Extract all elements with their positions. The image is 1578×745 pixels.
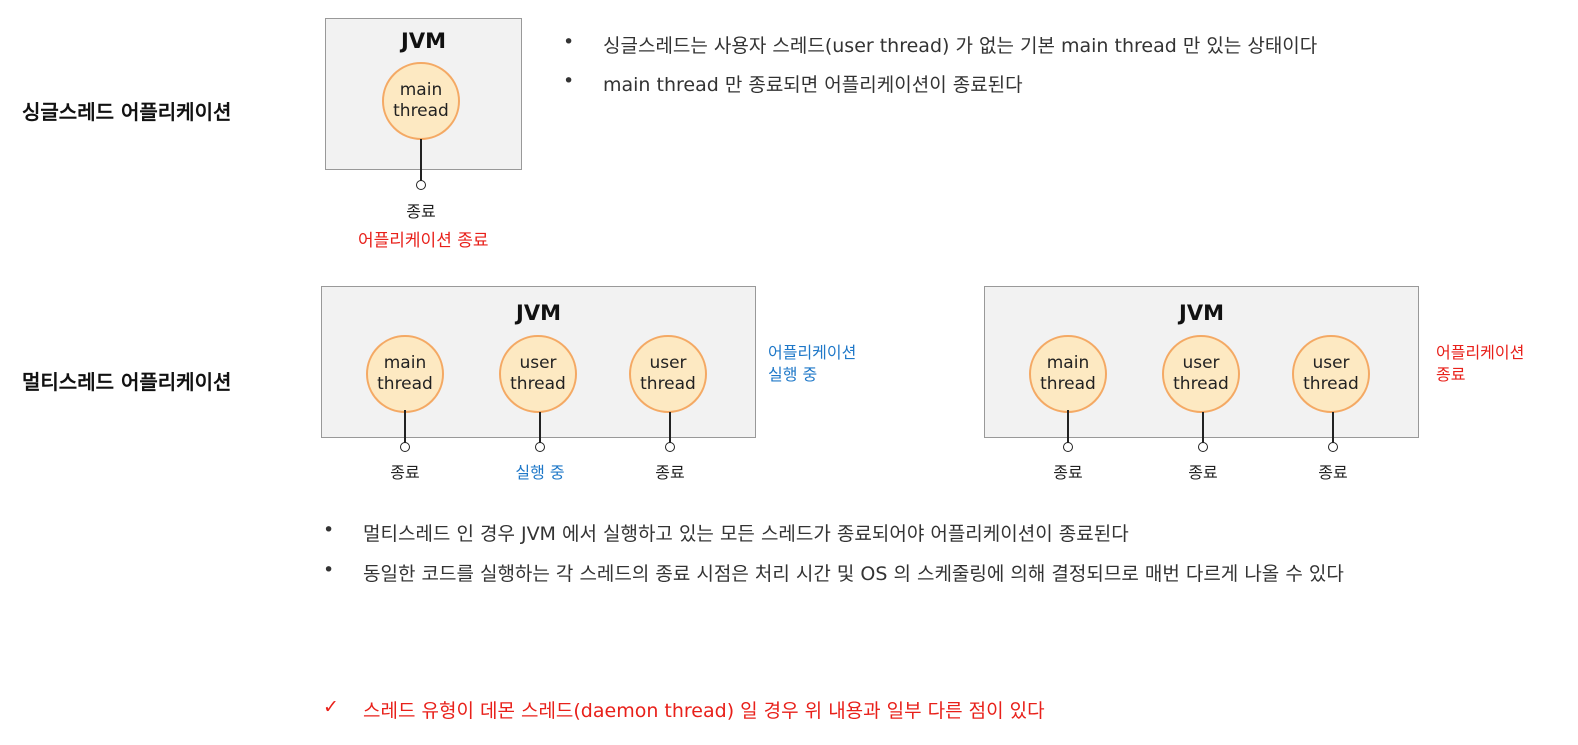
multi-jvm-box-terminated: JVM main thread user thread user thread (984, 286, 1419, 438)
single-thread-end-marker (416, 180, 426, 190)
bullet-mark: • (563, 31, 575, 53)
thread-label-line2: thread (1040, 374, 1096, 394)
thread-label-line2: thread (1173, 374, 1229, 394)
single-thread-line (420, 139, 422, 181)
bullet-mark: • (323, 519, 335, 541)
bullet-text: 동일한 코드를 실행하는 각 스레드의 종료 시점은 처리 시간 및 OS 의 … (363, 563, 1344, 585)
app-status-line2: 종료 (1436, 365, 1466, 384)
app-status-running: 어플리케이션 실행 중 (768, 342, 856, 386)
bullet-text: 멀티스레드 인 경우 JVM 에서 실행하고 있는 모든 스레드가 종료되어야 … (363, 523, 1129, 545)
bullet-mark: • (563, 70, 575, 92)
thread-label-line1: user (1312, 353, 1350, 373)
thread-state-label: 종료 (1318, 463, 1348, 482)
single-app-status: 어플리케이션 종료 (358, 231, 489, 251)
thread-label-line1: main (399, 80, 443, 100)
thread-end-marker (535, 442, 545, 452)
thread-state-label: 종료 (655, 463, 685, 482)
thread-label-line1: user (1182, 353, 1220, 373)
single-thread-state: 종료 (406, 202, 436, 221)
thread-state-label: 종료 (1053, 463, 1083, 482)
thread-line (1332, 412, 1334, 443)
thread-label-line2: thread (1303, 374, 1359, 394)
thread-line (404, 410, 406, 443)
thread-end-marker (400, 442, 410, 452)
thread-label-line2: thread (377, 374, 433, 394)
app-status-line1: 어플리케이션 (1436, 343, 1525, 362)
single-main-thread-node: main thread (382, 62, 460, 140)
bullet-text: main thread 만 종료되면 어플리케이션이 종료된다 (603, 74, 1023, 96)
thread-line (539, 412, 541, 443)
app-status-line2: 실행 중 (768, 365, 818, 384)
bullet-mark: • (323, 559, 335, 581)
app-status-terminated: 어플리케이션 종료 (1436, 342, 1524, 386)
bullet-text: 싱글스레드는 사용자 스레드(user thread) 가 없는 기본 main… (603, 35, 1318, 57)
thread-end-marker (1063, 442, 1073, 452)
thread-state-label: 실행 중 (515, 463, 565, 482)
thread-label-line2: thread (640, 374, 696, 394)
thread-end-marker (1198, 442, 1208, 452)
thread-line (1067, 410, 1069, 443)
multi-thread-section-title: 멀티스레드 어플리케이션 (22, 370, 232, 394)
user-thread-node: user thread (1162, 335, 1240, 413)
thread-label-line1: main (1046, 353, 1090, 373)
check-icon: ✓ (323, 696, 339, 718)
thread-state-label: 종료 (390, 463, 420, 482)
thread-label-line1: user (519, 353, 557, 373)
multi-jvm-label: JVM (516, 301, 561, 325)
thread-label-line1: main (383, 353, 427, 373)
thread-label-line2: thread (393, 101, 449, 121)
user-thread-node: user thread (1292, 335, 1370, 413)
app-status-line1: 어플리케이션 (768, 343, 857, 362)
footer-note-text: 스레드 유형이 데몬 스레드(daemon thread) 일 경우 위 내용과… (363, 700, 1045, 722)
multi-jvm-label: JVM (1179, 301, 1224, 325)
thread-label-line1: user (649, 353, 687, 373)
thread-label-line2: thread (510, 374, 566, 394)
main-thread-node: main thread (366, 335, 444, 413)
thread-state-label: 종료 (1188, 463, 1218, 482)
multi-jvm-box-running: JVM main thread user thread user thread (321, 286, 756, 438)
single-jvm-label: JVM (401, 29, 446, 53)
thread-end-marker (1328, 442, 1338, 452)
single-jvm-box: JVM main thread (325, 18, 522, 170)
thread-line (669, 412, 671, 443)
user-thread-node: user thread (499, 335, 577, 413)
single-thread-section-title: 싱글스레드 어플리케이션 (22, 100, 232, 124)
thread-line (1202, 412, 1204, 443)
thread-end-marker (665, 442, 675, 452)
main-thread-node: main thread (1029, 335, 1107, 413)
user-thread-node: user thread (629, 335, 707, 413)
